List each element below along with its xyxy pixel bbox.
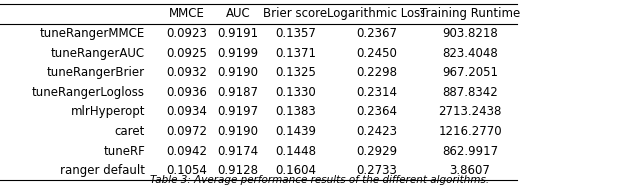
Text: Table 3: Average performance results of the different algorithms.: Table 3: Average performance results of … <box>150 175 490 185</box>
